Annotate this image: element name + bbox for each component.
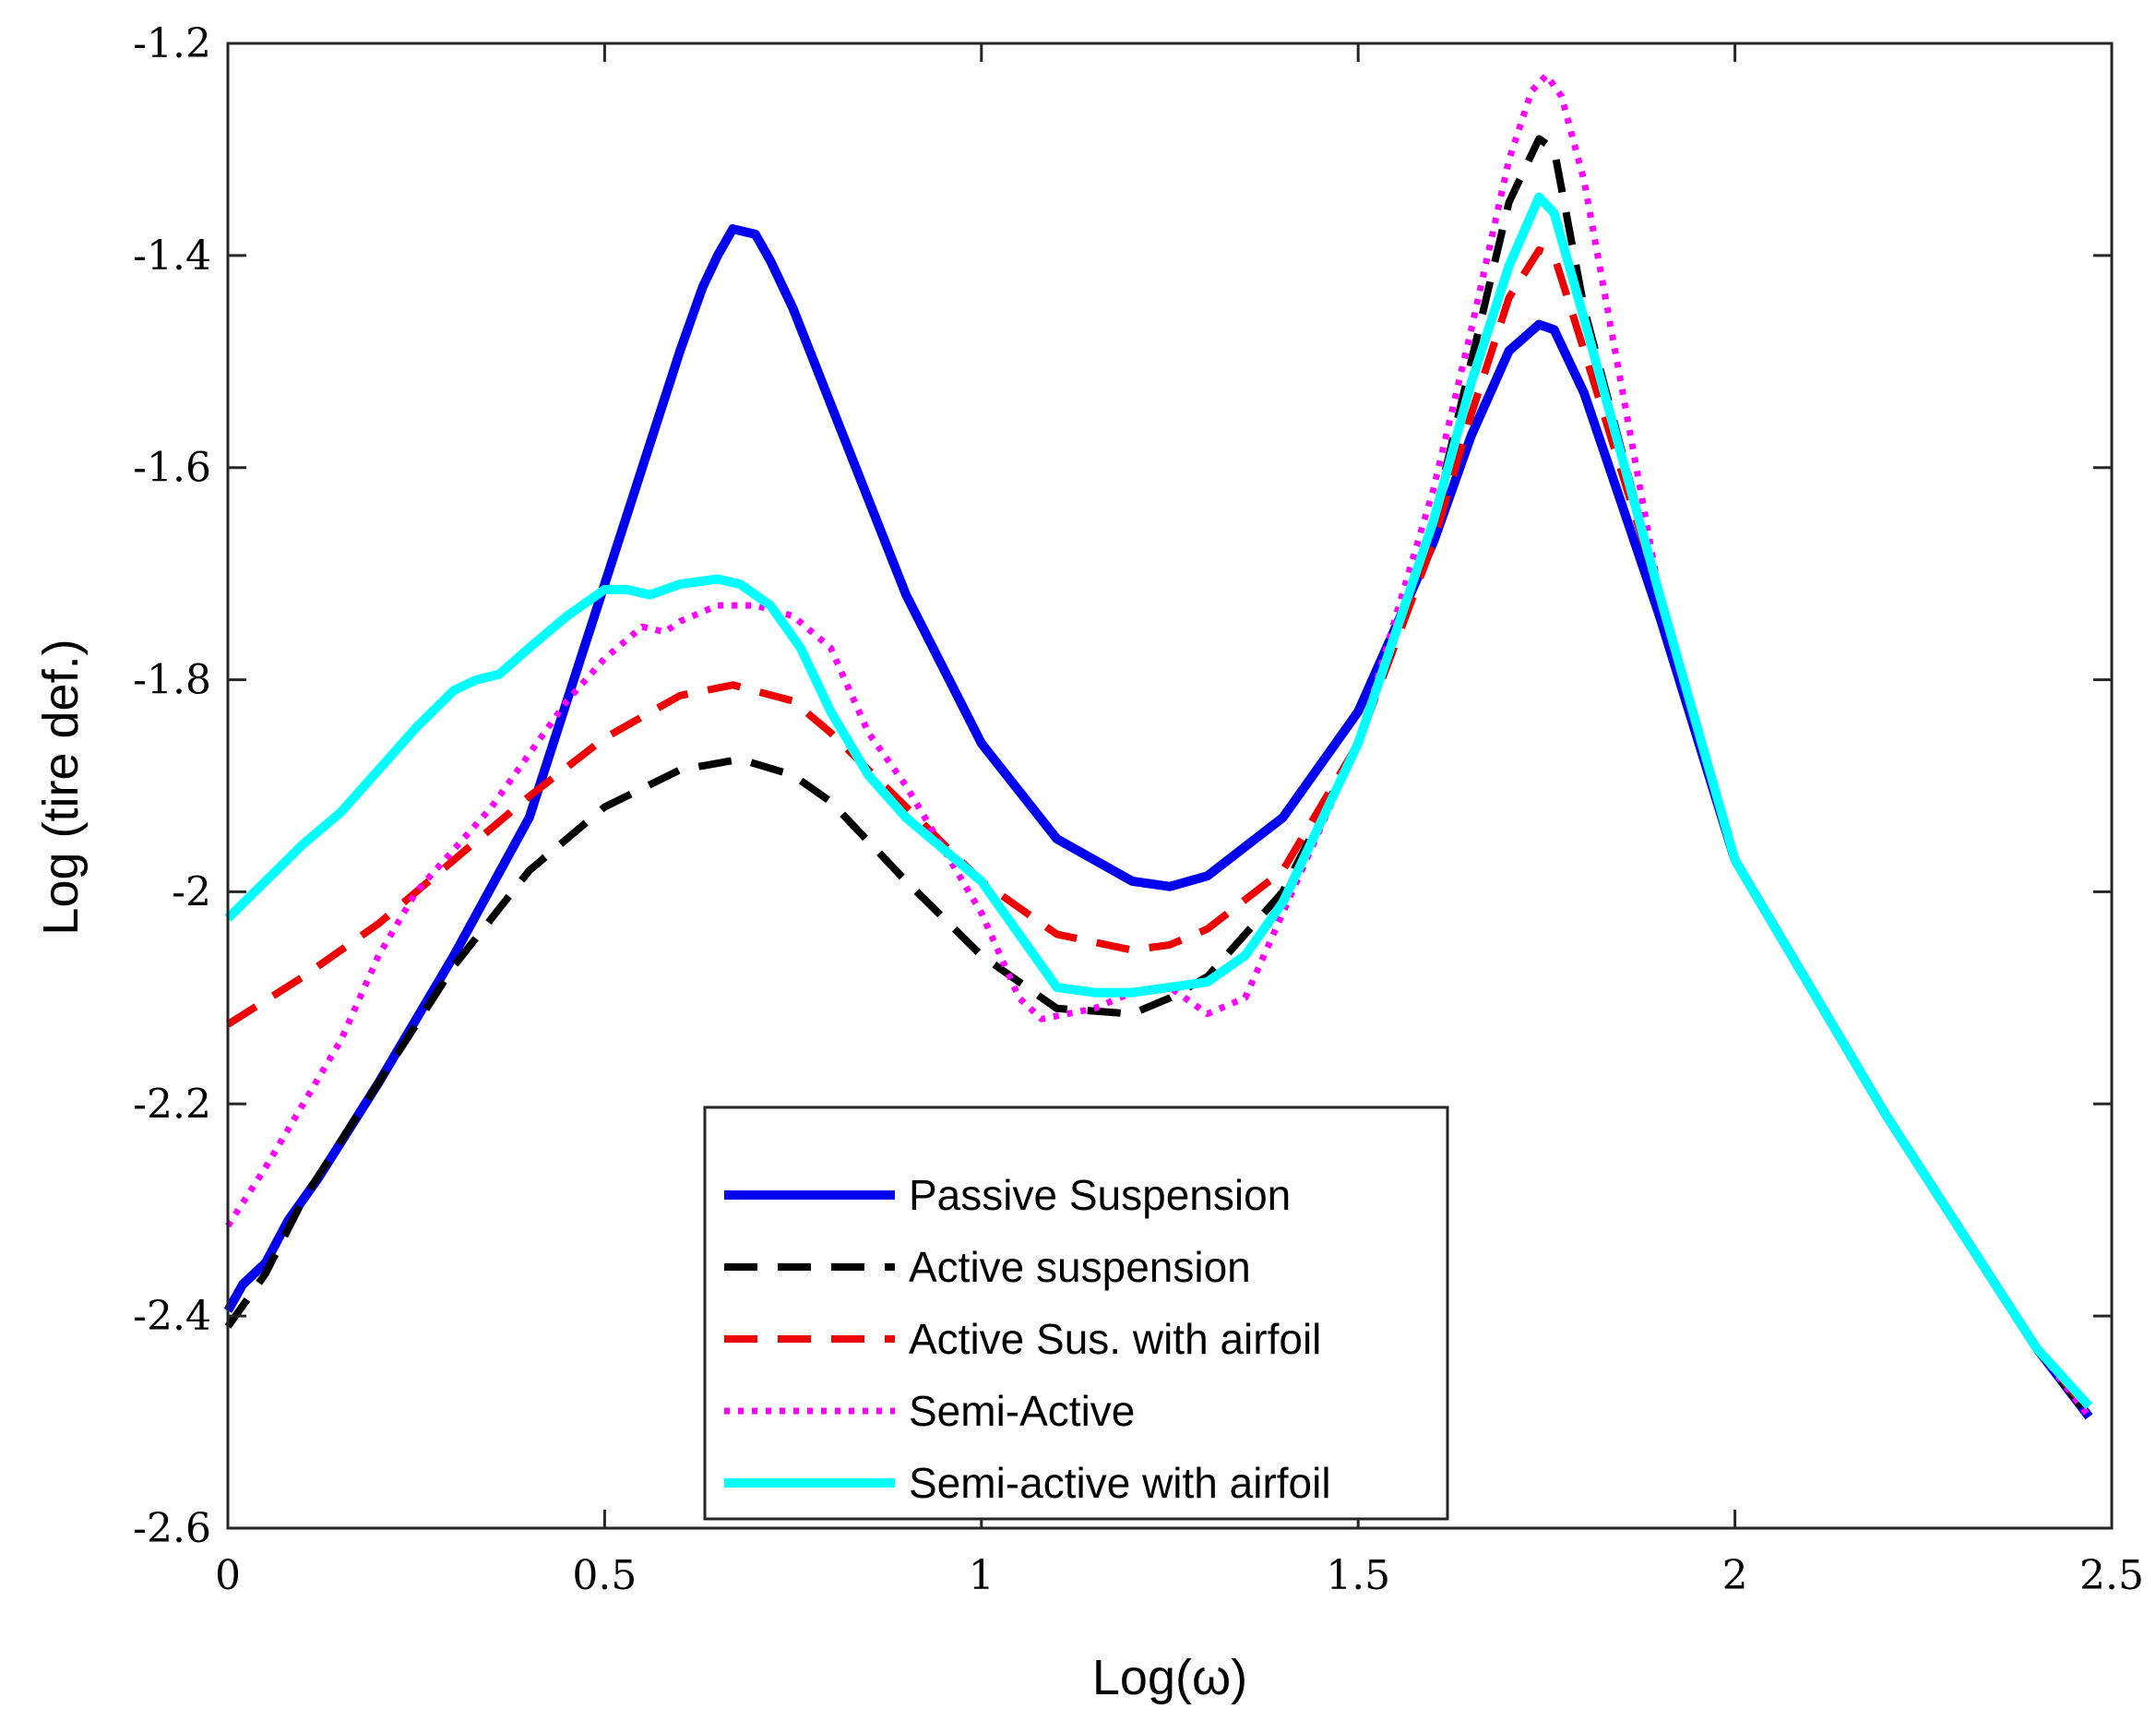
legend-label: Semi-active with airfoil [909, 1459, 1331, 1507]
y-tick-label: -1.4 [133, 233, 211, 280]
series-line-active-sus-with-airfoil [225, 246, 2092, 1415]
plot-frame [226, 42, 2114, 1530]
y-tick-label: -2.2 [133, 1081, 211, 1128]
axis-ticks: 0 0.5 1 1.5 2 2.5 -2.6 -2.4 -2.2 -2 -1.8 -1.6 -1.4 -1… [133, 20, 2144, 1599]
legend-label: Active suspension [909, 1243, 1251, 1291]
series-line-semi-active-with-airfoil [224, 192, 2093, 1410]
y-tick-label: -2.6 [133, 1505, 211, 1552]
series-line-semi-active [225, 72, 2092, 1419]
legend: Passive Suspension Active suspension Activ… [703, 1106, 1449, 1521]
y-tick-label: -1.8 [133, 657, 211, 704]
legend-label: Passive Suspension [909, 1171, 1291, 1219]
legend-box [703, 1106, 1449, 1521]
x-tick-label: 1 [969, 1552, 995, 1599]
legend-label: Active Sus. with airfoil [909, 1315, 1321, 1363]
y-tick-label: -1.6 [133, 445, 211, 492]
legend-label: Semi-Active [909, 1387, 1135, 1435]
series-line-passive-suspension [223, 224, 2093, 1420]
y-tick-label: -1.2 [133, 20, 211, 67]
y-axis-label: Log (tire def.) [33, 639, 89, 935]
series-line-active-suspension [224, 135, 2092, 1419]
x-tick-label: 0 [215, 1552, 241, 1599]
x-tick-label: 2 [1722, 1552, 1748, 1599]
x-tick-label: 0.5 [572, 1552, 637, 1599]
x-tick-label: 1.5 [1326, 1552, 1390, 1599]
x-axis-label: Log(ω) [1092, 1650, 1247, 1705]
plot-lines [223, 72, 2093, 1420]
x-tick-label: 2.5 [2079, 1552, 2144, 1599]
y-tick-label: -2.4 [133, 1293, 211, 1340]
y-tick-label: -2 [172, 868, 211, 915]
